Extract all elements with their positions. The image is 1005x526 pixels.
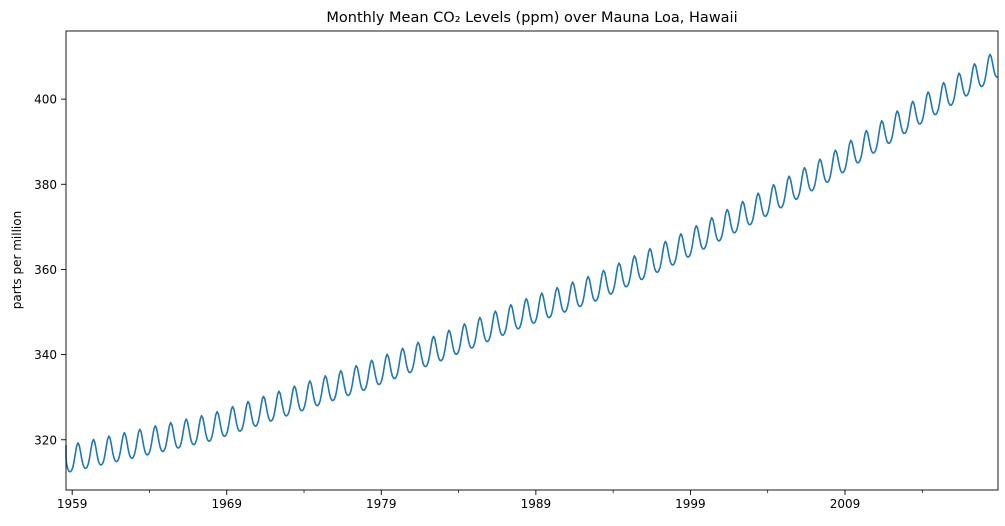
x-tick-label: 1969 (211, 497, 242, 511)
y-tick-label: 360 (34, 263, 57, 277)
y-axis-ticks: 320 340 360 380 400 (34, 93, 66, 447)
plot-area-frame (65, 30, 999, 491)
y-tick-label: 320 (34, 433, 57, 447)
x-tick-label: 1979 (366, 497, 397, 511)
x-axis-ticks: 1959 1969 1979 1989 1999 2009 (57, 490, 923, 511)
co2-series-line (65, 53, 998, 473)
series-group (65, 53, 998, 473)
y-tick-label: 340 (34, 348, 57, 362)
chart-title: Monthly Mean CO₂ Levels (ppm) over Mauna… (326, 10, 737, 26)
y-tick-label: 380 (34, 178, 57, 192)
x-tick-label: 1959 (57, 497, 88, 511)
x-tick-label: 1999 (675, 497, 706, 511)
y-axis-title: parts per million (10, 211, 24, 309)
x-tick-label: 2009 (830, 497, 861, 511)
y-tick-label: 400 (34, 93, 57, 107)
x-tick-label: 1989 (521, 497, 552, 511)
